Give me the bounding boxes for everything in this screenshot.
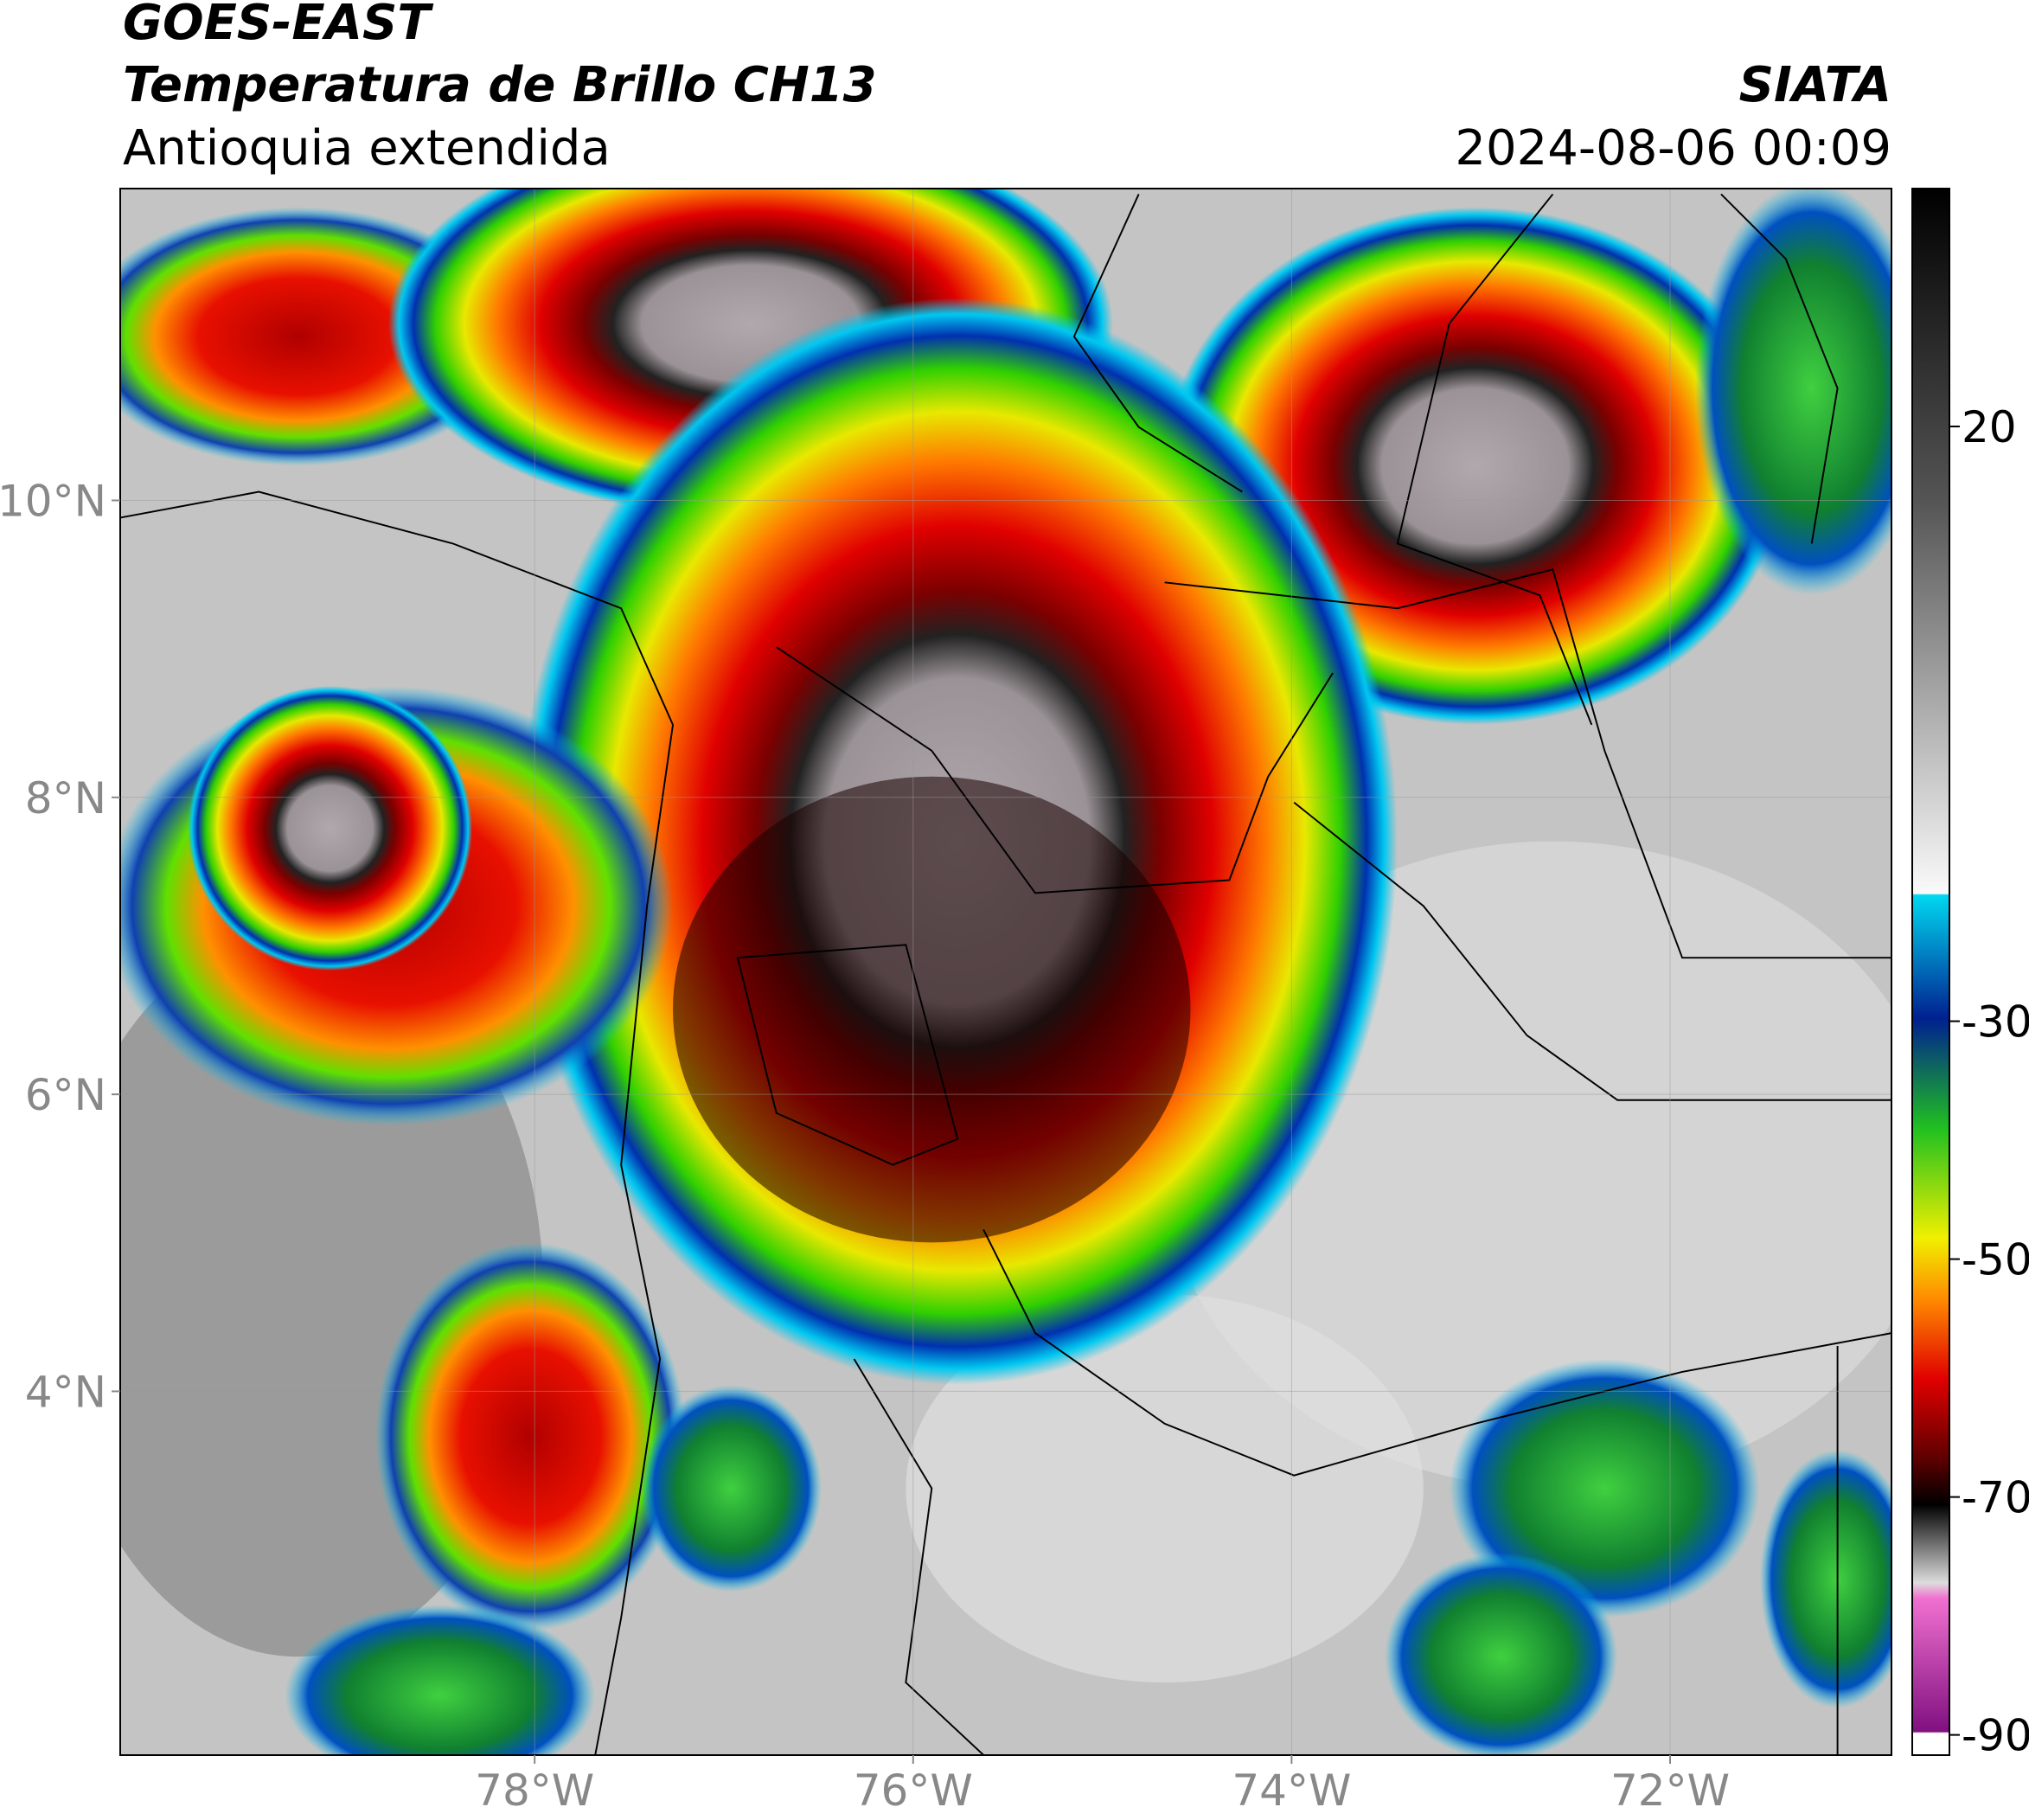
y-tick-label: 4°N [25, 1367, 106, 1417]
colorbar-label: 20 [1962, 402, 2017, 452]
y-tick-label: 6°N [25, 1070, 106, 1120]
x-tick-label: 72°W [1610, 1766, 1730, 1816]
map-frame [119, 188, 1892, 1756]
datetime: 2024-08-06 00:09 [1455, 120, 1891, 176]
y-tick-label: 10°N [0, 476, 106, 526]
title: GOES-EAST [123, 0, 433, 51]
colorbar [1911, 188, 1950, 1756]
colorbar-label: -50 [1962, 1235, 2029, 1285]
colorbar-label: -90 [1962, 1711, 2029, 1761]
x-tick-label: 76°W [854, 1766, 973, 1816]
satellite-image [120, 189, 1891, 1755]
graticule [120, 189, 1891, 1755]
x-tick-label: 74°W [1232, 1766, 1351, 1816]
subtitle: Temperatura de Brillo CH13 [123, 57, 877, 113]
region: Antioquia extendida [123, 120, 611, 176]
source: SIATA [1739, 57, 1891, 113]
colorbar-label: -30 [1962, 997, 2029, 1048]
colorbar-label: -70 [1962, 1473, 2029, 1523]
x-tick-label: 78°W [475, 1766, 594, 1816]
y-tick-label: 8°N [25, 773, 106, 823]
